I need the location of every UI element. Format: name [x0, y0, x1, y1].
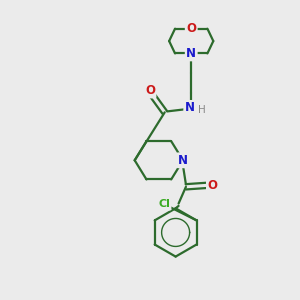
Text: N: N	[178, 154, 188, 167]
Text: O: O	[145, 84, 155, 97]
Text: H: H	[198, 105, 206, 115]
Text: O: O	[186, 22, 196, 35]
Text: Cl: Cl	[158, 199, 170, 209]
Text: N: N	[185, 101, 195, 114]
Text: N: N	[186, 47, 196, 60]
Text: O: O	[207, 179, 218, 192]
